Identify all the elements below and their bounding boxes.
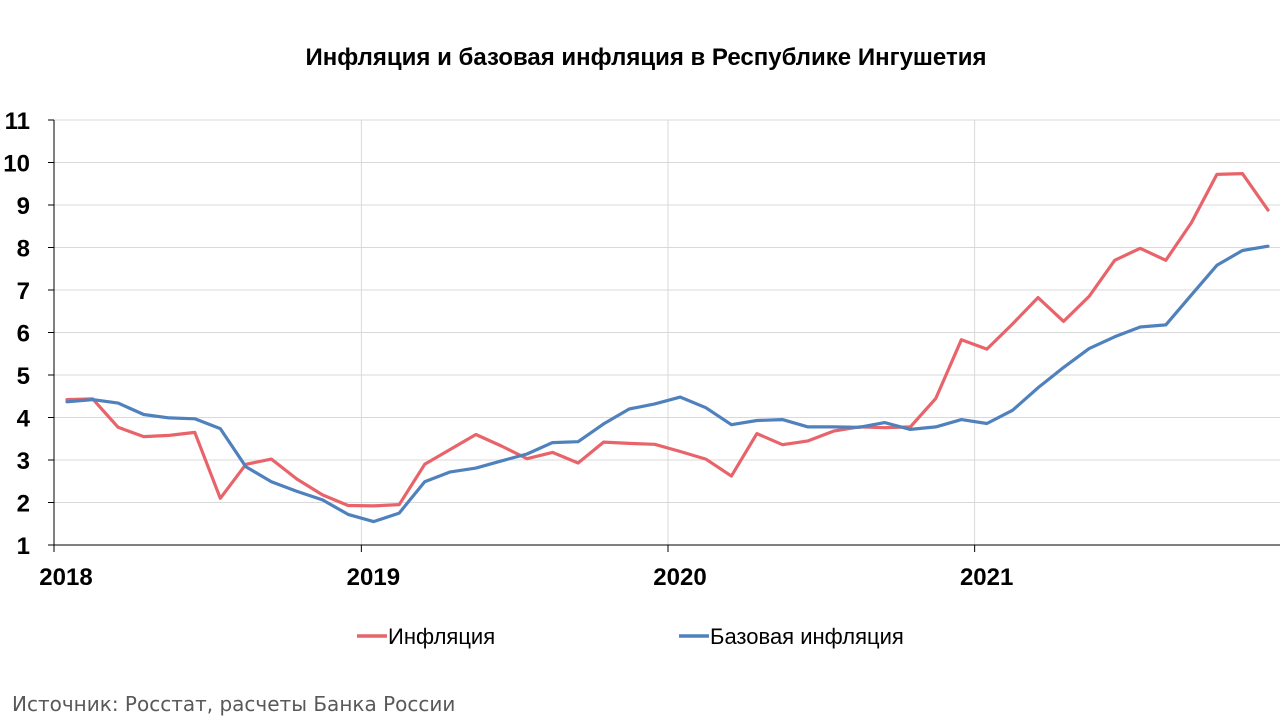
x-tick-label: 2021 xyxy=(960,564,1013,591)
y-tick-label: 10 xyxy=(3,151,30,178)
y-tick-label: 5 xyxy=(17,363,30,390)
y-tick-label: 4 xyxy=(17,406,31,433)
x-tick-label: 2019 xyxy=(347,564,400,591)
y-tick-label: 6 xyxy=(17,321,30,348)
x-tick-label: 2020 xyxy=(653,564,706,591)
y-tick-label: 11 xyxy=(5,108,30,135)
y-tick-label: 8 xyxy=(17,236,30,263)
x-tick-label: 2018 xyxy=(39,564,92,591)
series-line-core-inflation xyxy=(65,244,1270,524)
y-tick-label: 3 xyxy=(17,448,30,475)
chart-title: Инфляция и базовая инфляция в Республике… xyxy=(305,44,987,71)
y-tick-label: 1 xyxy=(17,533,30,560)
y-tick-label: 7 xyxy=(17,278,30,305)
source-note: Источник: Росстат, расчеты Банка России xyxy=(12,692,456,716)
legend-label: Базовая инфляция xyxy=(710,624,904,649)
y-tick-label: 9 xyxy=(17,193,30,220)
series-line-inflation xyxy=(65,172,1270,508)
y-tick-label: 2 xyxy=(17,491,30,518)
legend-label: Инфляция xyxy=(388,624,495,649)
